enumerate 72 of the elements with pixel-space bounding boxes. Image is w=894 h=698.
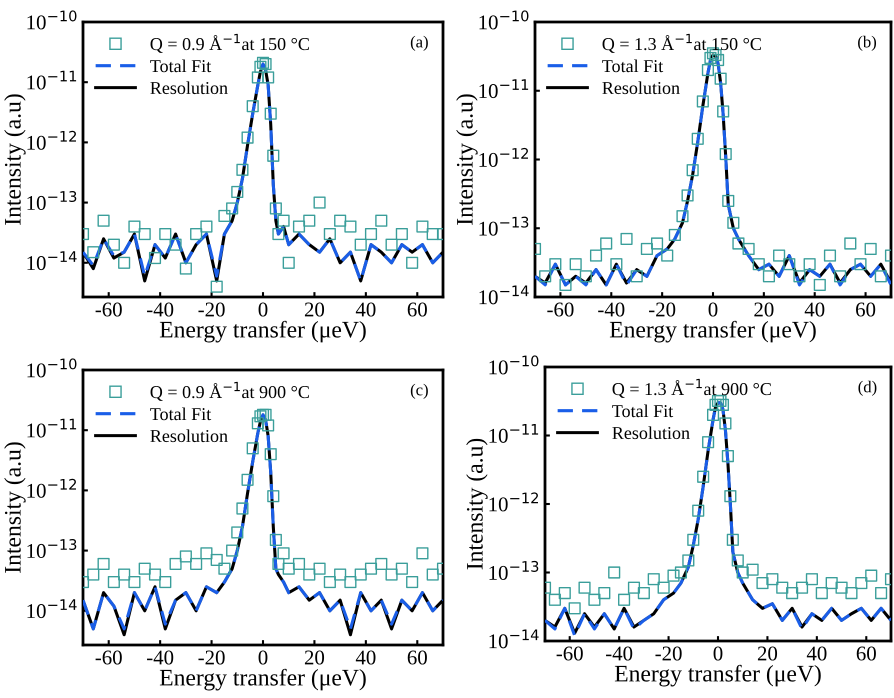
y-tick-label: 10$^{−13}$ xyxy=(489,560,538,580)
x-tick-label: 20 xyxy=(304,650,324,665)
annotation: (b) xyxy=(858,36,876,51)
x-tick-label: -60 xyxy=(547,302,574,317)
y-axis-title: Intensity (a.u) xyxy=(4,94,26,225)
x-tick-label: 60 xyxy=(856,302,876,317)
y-tick-label: 10$^{−12}$ xyxy=(27,130,76,150)
legend-label: Q = 1.3 Å$^{−1}$at 150 °C xyxy=(602,34,761,53)
x-tick-label: 40 xyxy=(356,302,376,317)
y-tick-label: 10$^{−12}$ xyxy=(479,148,528,167)
x-tick-label: 0 xyxy=(714,646,722,661)
y-tick-label: 10$^{−13}$ xyxy=(27,190,76,210)
y-tick-label: 10$^{−11}$ xyxy=(27,70,76,90)
y-tick-label: 10$^{−13}$ xyxy=(27,538,76,558)
y-tick-label: 10$^{−11}$ xyxy=(489,424,538,443)
legend-label: Q = 0.9 Å$^{−1}$at 900 °C xyxy=(150,382,309,401)
x-tick-label: -20 xyxy=(198,650,225,665)
y-tick-label: 10$^{−12}$ xyxy=(489,492,538,512)
annotation: (d) xyxy=(858,380,876,396)
legend-label: Q = 1.3 Å$^{−1}$at 900 °C xyxy=(612,378,771,398)
y-tick-label: 10$^{−10}$ xyxy=(27,358,76,378)
x-tick-label: 20 xyxy=(758,646,778,661)
y-tick-label: 10$^{−13}$ xyxy=(479,216,528,236)
y-tick-label: 10$^{−14}$ xyxy=(489,630,539,648)
y-tick-label: 10$^{−14}$ xyxy=(27,251,77,270)
x-tick-label: 0 xyxy=(258,302,268,317)
x-tick-label: 0 xyxy=(258,650,268,665)
y-tick-label: 10$^{−14}$ xyxy=(27,599,77,618)
x-tick-label: -20 xyxy=(198,302,225,317)
y-axis-title: Intensity (a.u) xyxy=(456,94,478,225)
legend-label: Resolution xyxy=(602,81,680,94)
y-axis-title: Intensity (a.u) xyxy=(466,438,488,570)
y-axis-title: Intensity (a.u) xyxy=(4,442,26,573)
x-tick-label: -20 xyxy=(649,302,676,317)
annotation: (c) xyxy=(410,384,428,399)
x-tick-label: 20 xyxy=(304,302,324,317)
y-tick-label: 10$^{−11}$ xyxy=(27,418,76,438)
legend-label: Resolution xyxy=(150,81,228,94)
legend-label: Total Fit xyxy=(602,59,664,72)
annotation: (a) xyxy=(410,36,428,51)
x-tick-label: -40 xyxy=(598,302,624,317)
legend-label: Q = 0.9 Å$^{−1}$at 150 °C xyxy=(150,34,309,53)
legend-label: Total Fit xyxy=(612,404,674,418)
x-tick-label: 60 xyxy=(856,646,876,661)
x-tick-label: 0 xyxy=(708,302,718,317)
legend-label: Resolution xyxy=(612,426,690,440)
y-tick-label: 10$^{−11}$ xyxy=(479,79,528,98)
legend-label: Total Fit xyxy=(150,407,212,420)
x-tick-label: -20 xyxy=(655,646,682,661)
x-tick-label: -60 xyxy=(556,646,583,661)
x-tick-label: -40 xyxy=(147,302,174,317)
y-tick-label: 10$^{−10}$ xyxy=(27,10,76,30)
y-tick-label: 10$^{−10}$ xyxy=(489,355,538,374)
legend-label: Total Fit xyxy=(150,59,212,72)
x-axis-title: Energy transfer (μeV) xyxy=(160,668,366,690)
x-axis-title: Energy transfer (μeV) xyxy=(614,664,821,686)
x-tick-label: -40 xyxy=(147,650,174,665)
y-tick-label: 10$^{−14}$ xyxy=(479,286,529,304)
x-tick-label: 60 xyxy=(408,650,427,665)
x-tick-label: 40 xyxy=(356,650,376,665)
y-tick-label: 10$^{−10}$ xyxy=(479,10,528,30)
x-tick-label: -40 xyxy=(606,646,632,661)
x-tick-label: -60 xyxy=(96,650,122,665)
x-tick-label: 40 xyxy=(806,646,826,661)
x-tick-label: -60 xyxy=(96,302,122,317)
x-axis-title: Energy transfer (μeV) xyxy=(610,320,816,342)
x-axis-title: Energy transfer (μeV) xyxy=(160,320,366,342)
legend-label: Resolution xyxy=(150,429,228,442)
x-tick-label: 40 xyxy=(804,302,824,317)
y-tick-label: 10$^{−12}$ xyxy=(27,478,76,498)
x-tick-label: 20 xyxy=(754,302,774,317)
x-tick-label: 60 xyxy=(408,302,427,317)
